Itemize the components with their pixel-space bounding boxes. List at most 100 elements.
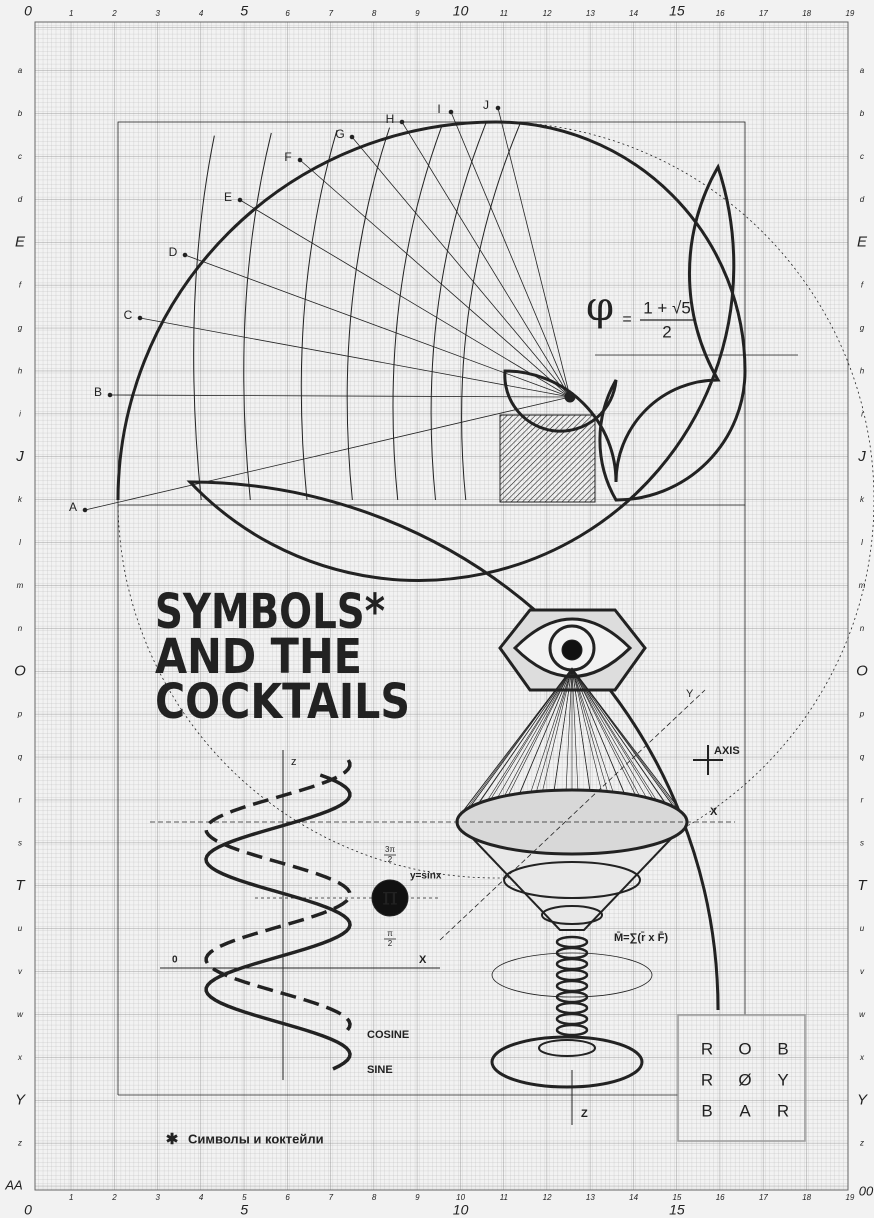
ruler-bottom-major: 10	[453, 1202, 469, 1218]
ruler-top-label: 4	[199, 9, 204, 18]
ruler-row-label: z	[859, 1139, 864, 1148]
ruler-row-label: u	[860, 924, 865, 933]
poster: 0123456789101112131415161718191234567891…	[0, 0, 874, 1218]
point-label: B	[94, 385, 102, 399]
axis-label: Z	[581, 1108, 588, 1120]
ruler-row-label: q	[860, 753, 865, 762]
ruler-row-label: q	[18, 753, 23, 762]
ruler-row-label: s	[18, 838, 22, 847]
logo-letter: B	[701, 1101, 712, 1120]
ruler-row-label: h	[860, 366, 865, 375]
ruler-bottom-major: 15	[669, 1202, 685, 1218]
point-label: I	[437, 102, 440, 116]
ruler-row-label: b	[18, 109, 23, 118]
ruler-corner: 00	[859, 1183, 874, 1198]
ruler-top-label: 2	[111, 9, 117, 18]
ray-point	[350, 135, 354, 139]
ruler-top-label: 8	[372, 9, 377, 18]
ruler-row-label: p	[859, 710, 865, 719]
point-label: A	[69, 500, 77, 514]
ruler-bottom-label: 17	[759, 1193, 768, 1202]
ruler-row-label: c	[860, 152, 864, 161]
ray-point	[138, 316, 142, 320]
phi-numerator: 1 + √5	[643, 298, 691, 317]
spiral-center	[565, 392, 575, 402]
ruler-top-label: 7	[329, 9, 334, 18]
ruler-top-label: 16	[716, 9, 725, 18]
ruler-bottom-label: 6	[285, 1193, 290, 1202]
ruler-top-label: 12	[543, 9, 552, 18]
ruler-bottom-label: 13	[586, 1193, 595, 1202]
ruler-row-label: J	[857, 448, 866, 465]
ray-point	[108, 393, 112, 397]
ruler-bottom-label: 11	[500, 1193, 508, 1202]
ruler-bottom-label: 9	[415, 1193, 420, 1202]
ruler-top-label: 10	[453, 3, 469, 19]
ruler-row-label: g	[860, 324, 865, 333]
wave-equation: y=sinx	[410, 871, 442, 882]
logo-letter: R	[701, 1070, 713, 1089]
footnote-text: Символы и коктейли	[188, 1131, 324, 1146]
ray-point	[183, 253, 187, 257]
ray-point	[298, 158, 302, 162]
ruler-bottom-label: 4	[199, 1193, 204, 1202]
point-label: G	[335, 127, 344, 141]
phi-eq: =	[622, 311, 631, 328]
logo-letter: B	[777, 1039, 788, 1058]
ruler-row-label: r	[19, 795, 22, 804]
ruler-row-label: Y	[15, 1092, 26, 1109]
logo-letter: R	[777, 1101, 789, 1120]
ruler-top-label: 5	[240, 3, 248, 19]
fraction-denominator: 2	[388, 939, 393, 948]
ruler-row-label: i	[19, 409, 21, 418]
ruler-row-label: O	[14, 663, 26, 680]
ruler-bottom-label: 16	[716, 1193, 725, 1202]
ruler-bottom-label: 2	[111, 1193, 117, 1202]
point-label: H	[386, 112, 395, 126]
ruler-row-label: O	[856, 663, 868, 680]
point-label: D	[169, 245, 178, 259]
ruler-top-label: 1	[69, 9, 73, 18]
title-line: COCKTAILS	[155, 674, 410, 730]
ruler-bottom-label: 12	[543, 1193, 552, 1202]
logo-letter: Ø	[738, 1070, 751, 1089]
ruler-row-label: i	[861, 409, 863, 418]
ruler-bottom-label: 7	[329, 1193, 334, 1202]
ruler-row-label: z	[17, 1139, 22, 1148]
ruler-row-label: Y	[857, 1092, 868, 1109]
wave-label: 0	[172, 955, 178, 966]
ruler-bottom-label: 8	[372, 1193, 377, 1202]
ruler-row-label: c	[18, 152, 22, 161]
ruler-top-label: 18	[802, 9, 811, 18]
fraction-numerator: 3π	[385, 845, 395, 854]
ruler-top-label: 17	[759, 9, 768, 18]
ruler-top-label: 0	[24, 3, 32, 19]
moment-formula: M̄=∑(r̄ x F̄)	[614, 932, 668, 944]
ruler-row-label: a	[18, 66, 23, 75]
ruler-corner: AA	[4, 1177, 22, 1192]
ruler-top-label: 6	[285, 9, 290, 18]
fraction-denominator: 2	[388, 855, 393, 864]
ruler-bottom-major: 5	[240, 1202, 248, 1218]
ruler-row-label: m	[859, 581, 866, 590]
wave-label: SINE	[367, 1064, 393, 1076]
ruler-bottom-label: 3	[156, 1193, 161, 1202]
ruler-row-label: n	[18, 624, 23, 633]
ruler-top-label: 14	[629, 9, 638, 18]
logo-letter: O	[738, 1039, 751, 1058]
eye-pupil	[562, 640, 582, 660]
ruler-row-label: l	[19, 538, 21, 547]
wave-label: z	[291, 756, 297, 768]
ruler-bottom-label: 18	[802, 1193, 811, 1202]
ruler-bottom-major: 0	[24, 1202, 32, 1218]
point-label: C	[124, 308, 133, 322]
logo-letter: Y	[777, 1070, 788, 1089]
wave-label: COSINE	[367, 1029, 409, 1041]
wave-label: X	[419, 954, 427, 966]
logo-letter: A	[739, 1101, 751, 1120]
ruler-top-label: 3	[156, 9, 161, 18]
glass-rim	[457, 790, 687, 854]
ruler-top-label: 15	[669, 3, 685, 19]
ruler-row-label: b	[860, 109, 865, 118]
axis-label: Y	[686, 688, 694, 700]
